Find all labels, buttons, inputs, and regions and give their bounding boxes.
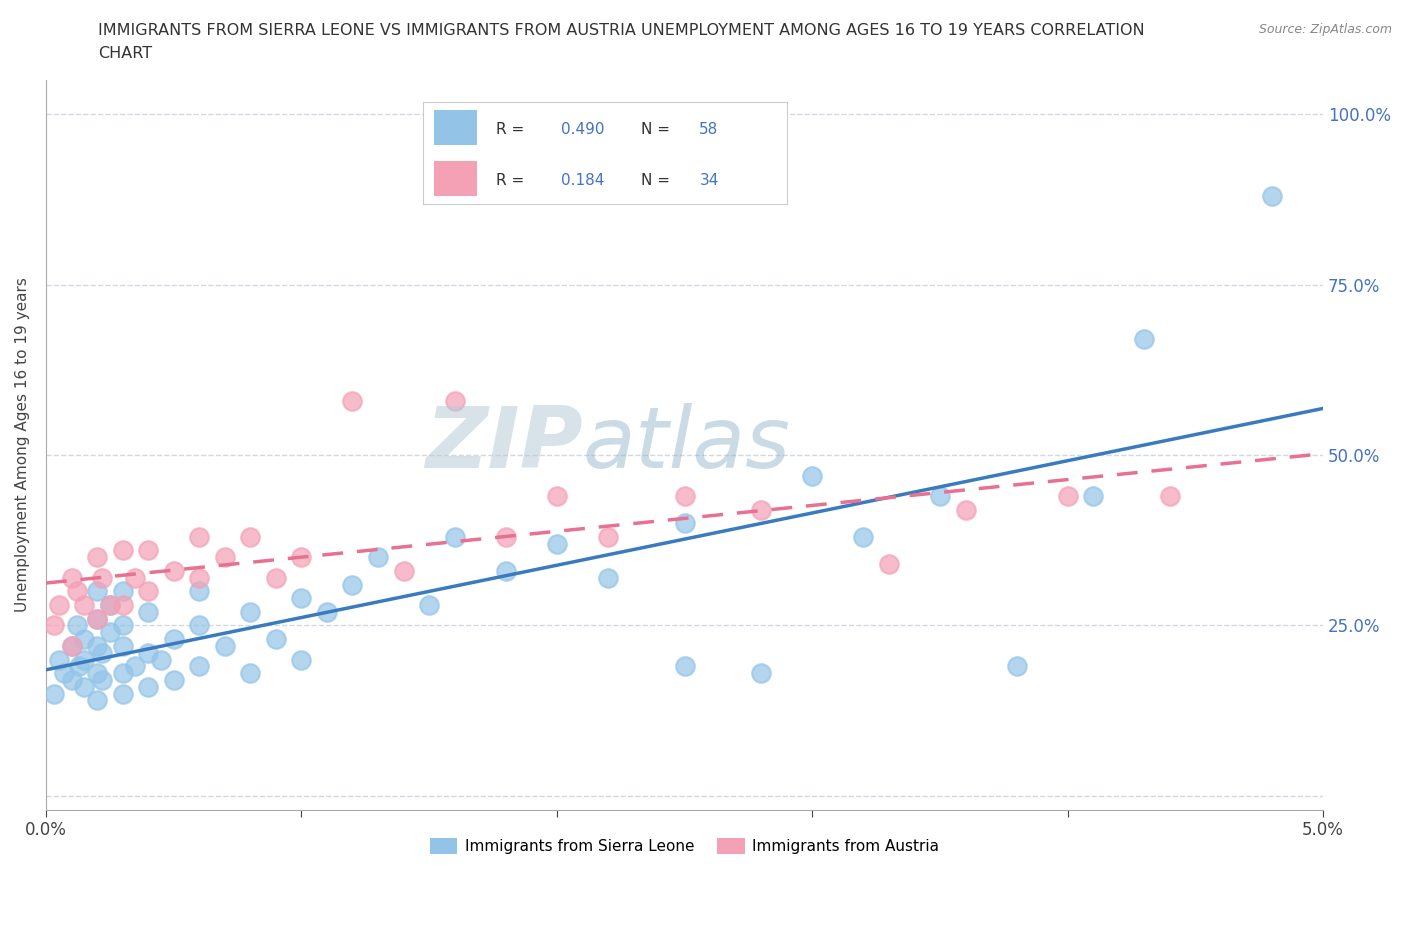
Point bbox=[42, 686, 65, 701]
Point bbox=[239, 529, 262, 544]
Legend: Immigrants from Sierra Leone, Immigrants from Austria: Immigrants from Sierra Leone, Immigrants… bbox=[423, 832, 945, 860]
Point bbox=[48, 652, 70, 667]
Point bbox=[91, 645, 114, 660]
Y-axis label: Unemployment Among Ages 16 to 19 years: Unemployment Among Ages 16 to 19 years bbox=[15, 277, 30, 612]
Point bbox=[367, 550, 389, 565]
Point bbox=[1159, 488, 1181, 503]
Point bbox=[264, 570, 287, 585]
Point bbox=[929, 488, 952, 503]
Point bbox=[65, 618, 87, 633]
Point bbox=[188, 570, 211, 585]
Point bbox=[136, 604, 159, 619]
Point bbox=[214, 550, 236, 565]
Point bbox=[73, 652, 96, 667]
Point bbox=[124, 659, 146, 674]
Point bbox=[188, 659, 211, 674]
Point bbox=[673, 488, 696, 503]
Point bbox=[111, 686, 134, 701]
Point bbox=[111, 598, 134, 613]
Point bbox=[136, 543, 159, 558]
Point bbox=[596, 529, 619, 544]
Point bbox=[342, 578, 364, 592]
Point bbox=[52, 666, 75, 681]
Point bbox=[60, 672, 83, 687]
Point bbox=[67, 659, 90, 674]
Point bbox=[290, 652, 312, 667]
Point bbox=[86, 611, 108, 626]
Point bbox=[60, 570, 83, 585]
Point bbox=[673, 659, 696, 674]
Point bbox=[1133, 332, 1156, 347]
Point bbox=[163, 564, 186, 578]
Point bbox=[86, 611, 108, 626]
Point bbox=[316, 604, 339, 619]
Point bbox=[188, 618, 211, 633]
Point bbox=[1056, 488, 1078, 503]
Point bbox=[495, 564, 517, 578]
Point bbox=[188, 584, 211, 599]
Point bbox=[98, 598, 121, 613]
Point bbox=[546, 537, 568, 551]
Point bbox=[91, 570, 114, 585]
Point bbox=[852, 529, 875, 544]
Point bbox=[342, 393, 364, 408]
Point bbox=[136, 680, 159, 695]
Point bbox=[239, 604, 262, 619]
Point bbox=[163, 631, 186, 646]
Point bbox=[42, 618, 65, 633]
Point bbox=[111, 639, 134, 654]
Point bbox=[73, 598, 96, 613]
Point bbox=[149, 652, 172, 667]
Text: ZIP: ZIP bbox=[425, 404, 582, 486]
Text: CHART: CHART bbox=[98, 46, 152, 61]
Point bbox=[98, 598, 121, 613]
Point bbox=[392, 564, 415, 578]
Point bbox=[111, 543, 134, 558]
Point bbox=[214, 639, 236, 654]
Point bbox=[418, 598, 440, 613]
Point bbox=[91, 672, 114, 687]
Point bbox=[86, 550, 108, 565]
Point bbox=[749, 502, 772, 517]
Point bbox=[98, 625, 121, 640]
Point bbox=[73, 680, 96, 695]
Point bbox=[1261, 189, 1284, 204]
Point bbox=[1083, 488, 1105, 503]
Point bbox=[48, 598, 70, 613]
Point bbox=[443, 529, 465, 544]
Point bbox=[443, 393, 465, 408]
Point bbox=[86, 666, 108, 681]
Point bbox=[877, 557, 900, 572]
Point bbox=[111, 618, 134, 633]
Point bbox=[124, 570, 146, 585]
Point bbox=[86, 693, 108, 708]
Point bbox=[73, 631, 96, 646]
Text: atlas: atlas bbox=[582, 404, 790, 486]
Point bbox=[188, 529, 211, 544]
Point bbox=[163, 672, 186, 687]
Point bbox=[60, 639, 83, 654]
Point bbox=[495, 529, 517, 544]
Point bbox=[264, 631, 287, 646]
Point bbox=[111, 584, 134, 599]
Point bbox=[596, 570, 619, 585]
Point bbox=[749, 666, 772, 681]
Point bbox=[673, 516, 696, 531]
Text: IMMIGRANTS FROM SIERRA LEONE VS IMMIGRANTS FROM AUSTRIA UNEMPLOYMENT AMONG AGES : IMMIGRANTS FROM SIERRA LEONE VS IMMIGRAN… bbox=[98, 23, 1144, 38]
Point bbox=[801, 468, 824, 483]
Point bbox=[86, 639, 108, 654]
Point bbox=[955, 502, 977, 517]
Point bbox=[111, 666, 134, 681]
Point bbox=[86, 584, 108, 599]
Point bbox=[60, 639, 83, 654]
Point bbox=[136, 584, 159, 599]
Point bbox=[546, 488, 568, 503]
Point bbox=[290, 591, 312, 605]
Point bbox=[1005, 659, 1028, 674]
Point bbox=[290, 550, 312, 565]
Text: Source: ZipAtlas.com: Source: ZipAtlas.com bbox=[1258, 23, 1392, 36]
Point bbox=[136, 645, 159, 660]
Point bbox=[239, 666, 262, 681]
Point bbox=[65, 584, 87, 599]
